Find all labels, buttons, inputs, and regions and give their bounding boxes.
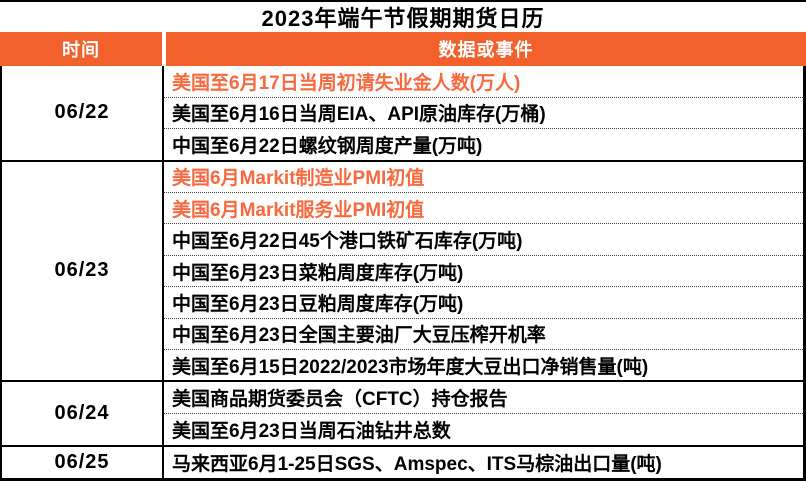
date-group: 06/22 美国至6月17日当周初请失业金人数(万人) 美国至6月16日当周EI… <box>2 66 803 160</box>
event-row: 中国至6月22日45个港口铁矿石库存(万吨) <box>164 223 803 254</box>
date-cell: 06/22 <box>2 66 164 160</box>
event-row: 美国至6月23日当周石油钻井总数 <box>164 413 803 445</box>
page-title: 2023年端午节假期期货日历 <box>261 6 545 31</box>
event-row: 美国6月Markit制造业PMI初值 <box>172 168 425 190</box>
date-cell: 06/25 <box>2 446 164 478</box>
date-cell: 06/23 <box>2 161 164 381</box>
date-group: 06/23 美国6月Markit制造业PMI初值 美国6月Markit服务业PM… <box>2 159 803 381</box>
table-body: 06/22 美国至6月17日当周初请失业金人数(万人) 美国至6月16日当周EI… <box>0 66 806 481</box>
event-list: 美国6月Markit制造业PMI初值 美国6月Markit服务业PMI初值 中国… <box>164 162 803 381</box>
event-row: 中国至6月23日菜粕周度库存(万吨) <box>164 254 803 286</box>
date-cell: 06/24 <box>2 382 164 445</box>
event-row: 马来西亚6月1-25日SGS、Amspec、ITS马棕油出口量(吨) <box>172 453 662 475</box>
table-header-row: 时间 数据或事件 <box>0 32 806 66</box>
event-row: 美国至6月16日当周EIA、API原油库存(万桶) <box>164 96 803 129</box>
event-list: 美国至6月17日当周初请失业金人数(万人) 美国至6月16日当周EIA、API原… <box>164 66 803 160</box>
date-group: 06/25 马来西亚6月1-25日SGS、Amspec、ITS马棕油出口量(吨) <box>2 444 803 478</box>
event-list: 美国商品期货委员会（CFTC）持仓报告 美国至6月23日当周石油钻井总数 <box>164 382 803 444</box>
event-row: 中国至6月23日全国主要油厂大豆压榨开机率 <box>164 317 803 349</box>
event-row: 美国6月Markit服务业PMI初值 <box>164 192 803 223</box>
column-header-time: 时间 <box>0 32 162 66</box>
date-group: 06/24 美国商品期货委员会（CFTC）持仓报告 美国至6月23日当周石油钻井… <box>2 380 803 445</box>
column-header-event: 数据或事件 <box>166 32 806 66</box>
event-row: 美国至6月15日2022/2023市场年度大豆出口净销售量(吨) <box>164 348 803 380</box>
event-list: 马来西亚6月1-25日SGS、Amspec、ITS马棕油出口量(吨) <box>164 447 803 478</box>
event-row: 中国至6月22日螺纹钢周度产量(万吨) <box>164 128 803 160</box>
header-column-divider <box>162 32 166 66</box>
event-row: 中国至6月23日豆粕周度库存(万吨) <box>164 286 803 317</box>
event-row: 美国至6月17日当周初请失业金人数(万人) <box>172 72 521 94</box>
event-row: 美国商品期货委员会（CFTC）持仓报告 <box>172 389 508 411</box>
